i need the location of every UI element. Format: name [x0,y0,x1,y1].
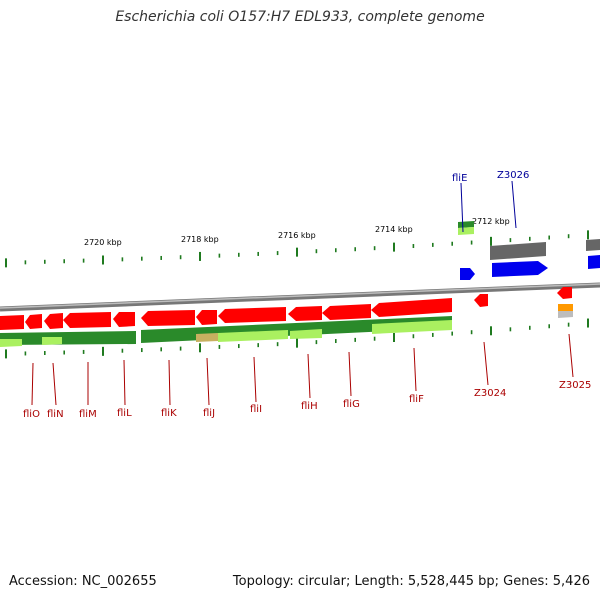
conservation-track [0,304,573,347]
gene-label-fliL[interactable]: fliL [117,408,132,419]
gene-arrow-fliH[interactable] [288,306,322,321]
gene-arrow-fliL[interactable] [113,312,135,327]
gene-label-fliH[interactable]: fliH [301,401,318,412]
gene-label-fliF[interactable]: fliF [409,394,424,405]
gene-label-fliE[interactable]: fliE [452,173,467,184]
gene-label-Z3025[interactable]: Z3025 [559,380,591,391]
forward-gene-arrow[interactable] [588,255,600,269]
gene-labels: fliO fliN fliM fliL fliK fliJ fliI fliH … [23,170,591,420]
minor-ticks [5,230,589,268]
gray-feature [490,242,546,260]
ruler-label: 2718 kbp [181,235,219,244]
gene-arrow-fliE[interactable] [458,221,474,228]
accession-text: Accession: NC_002655 [9,574,157,589]
gene-arrow-fliN[interactable] [25,314,42,329]
gene-label-fliI[interactable]: fliI [250,404,262,415]
genome-summary-text: Topology: circular; Length: 5,528,445 bp… [232,574,590,589]
gene-arrow-fliM[interactable] [44,313,63,329]
gene-arrow-fliF[interactable] [371,298,452,317]
gene-label-fliJ[interactable]: fliJ [203,408,215,419]
genome-backbone [0,282,600,312]
reverse-strand-features [0,287,572,330]
gene-arrow-fliK[interactable] [141,310,195,326]
ruler-label: 2714 kbp [375,225,413,234]
gene-label-fliN[interactable]: fliN [47,409,64,420]
label-leaders [31,180,574,406]
kbp-ruler: 2720 kbp 2718 kbp 2716 kbp 2714 kbp 2712… [84,217,510,247]
gene-arrow-Z3024[interactable] [474,294,488,307]
gene-arrow-fliE[interactable] [460,268,475,280]
gene-label-Z3026[interactable]: Z3026 [497,170,529,181]
gene-label-Z3024[interactable]: Z3024 [474,388,506,399]
gene-arrow-Z3025[interactable] [557,287,572,299]
gene-arrow-fliL[interactable] [63,312,111,328]
ruler-label: 2720 kbp [84,238,122,247]
ruler-label: 2716 kbp [278,231,316,240]
gene-label-fliG[interactable]: fliG [343,399,360,410]
conservation-bar [458,227,474,235]
gene-label-fliM[interactable]: fliM [79,409,97,420]
gene-arrow-fliJ[interactable] [196,310,217,325]
gene-arrow-fliG[interactable] [322,304,371,320]
gene-arrow-Z3026[interactable] [492,261,548,277]
lower-ticks [5,318,589,359]
map-title: Escherichia coli O157:H7 EDL933, complet… [115,9,485,25]
ruler-label: 2712 kbp [472,217,510,226]
gene-label-fliK[interactable]: fliK [161,408,177,419]
forward-strand-features [458,221,600,280]
gene-arrow-fliI[interactable] [218,307,286,323]
gene-arrow-fliO[interactable] [0,315,24,330]
genome-backbone-highlight [0,283,600,309]
gene-label-fliO[interactable]: fliO [23,409,40,420]
gray-feature [586,239,600,251]
